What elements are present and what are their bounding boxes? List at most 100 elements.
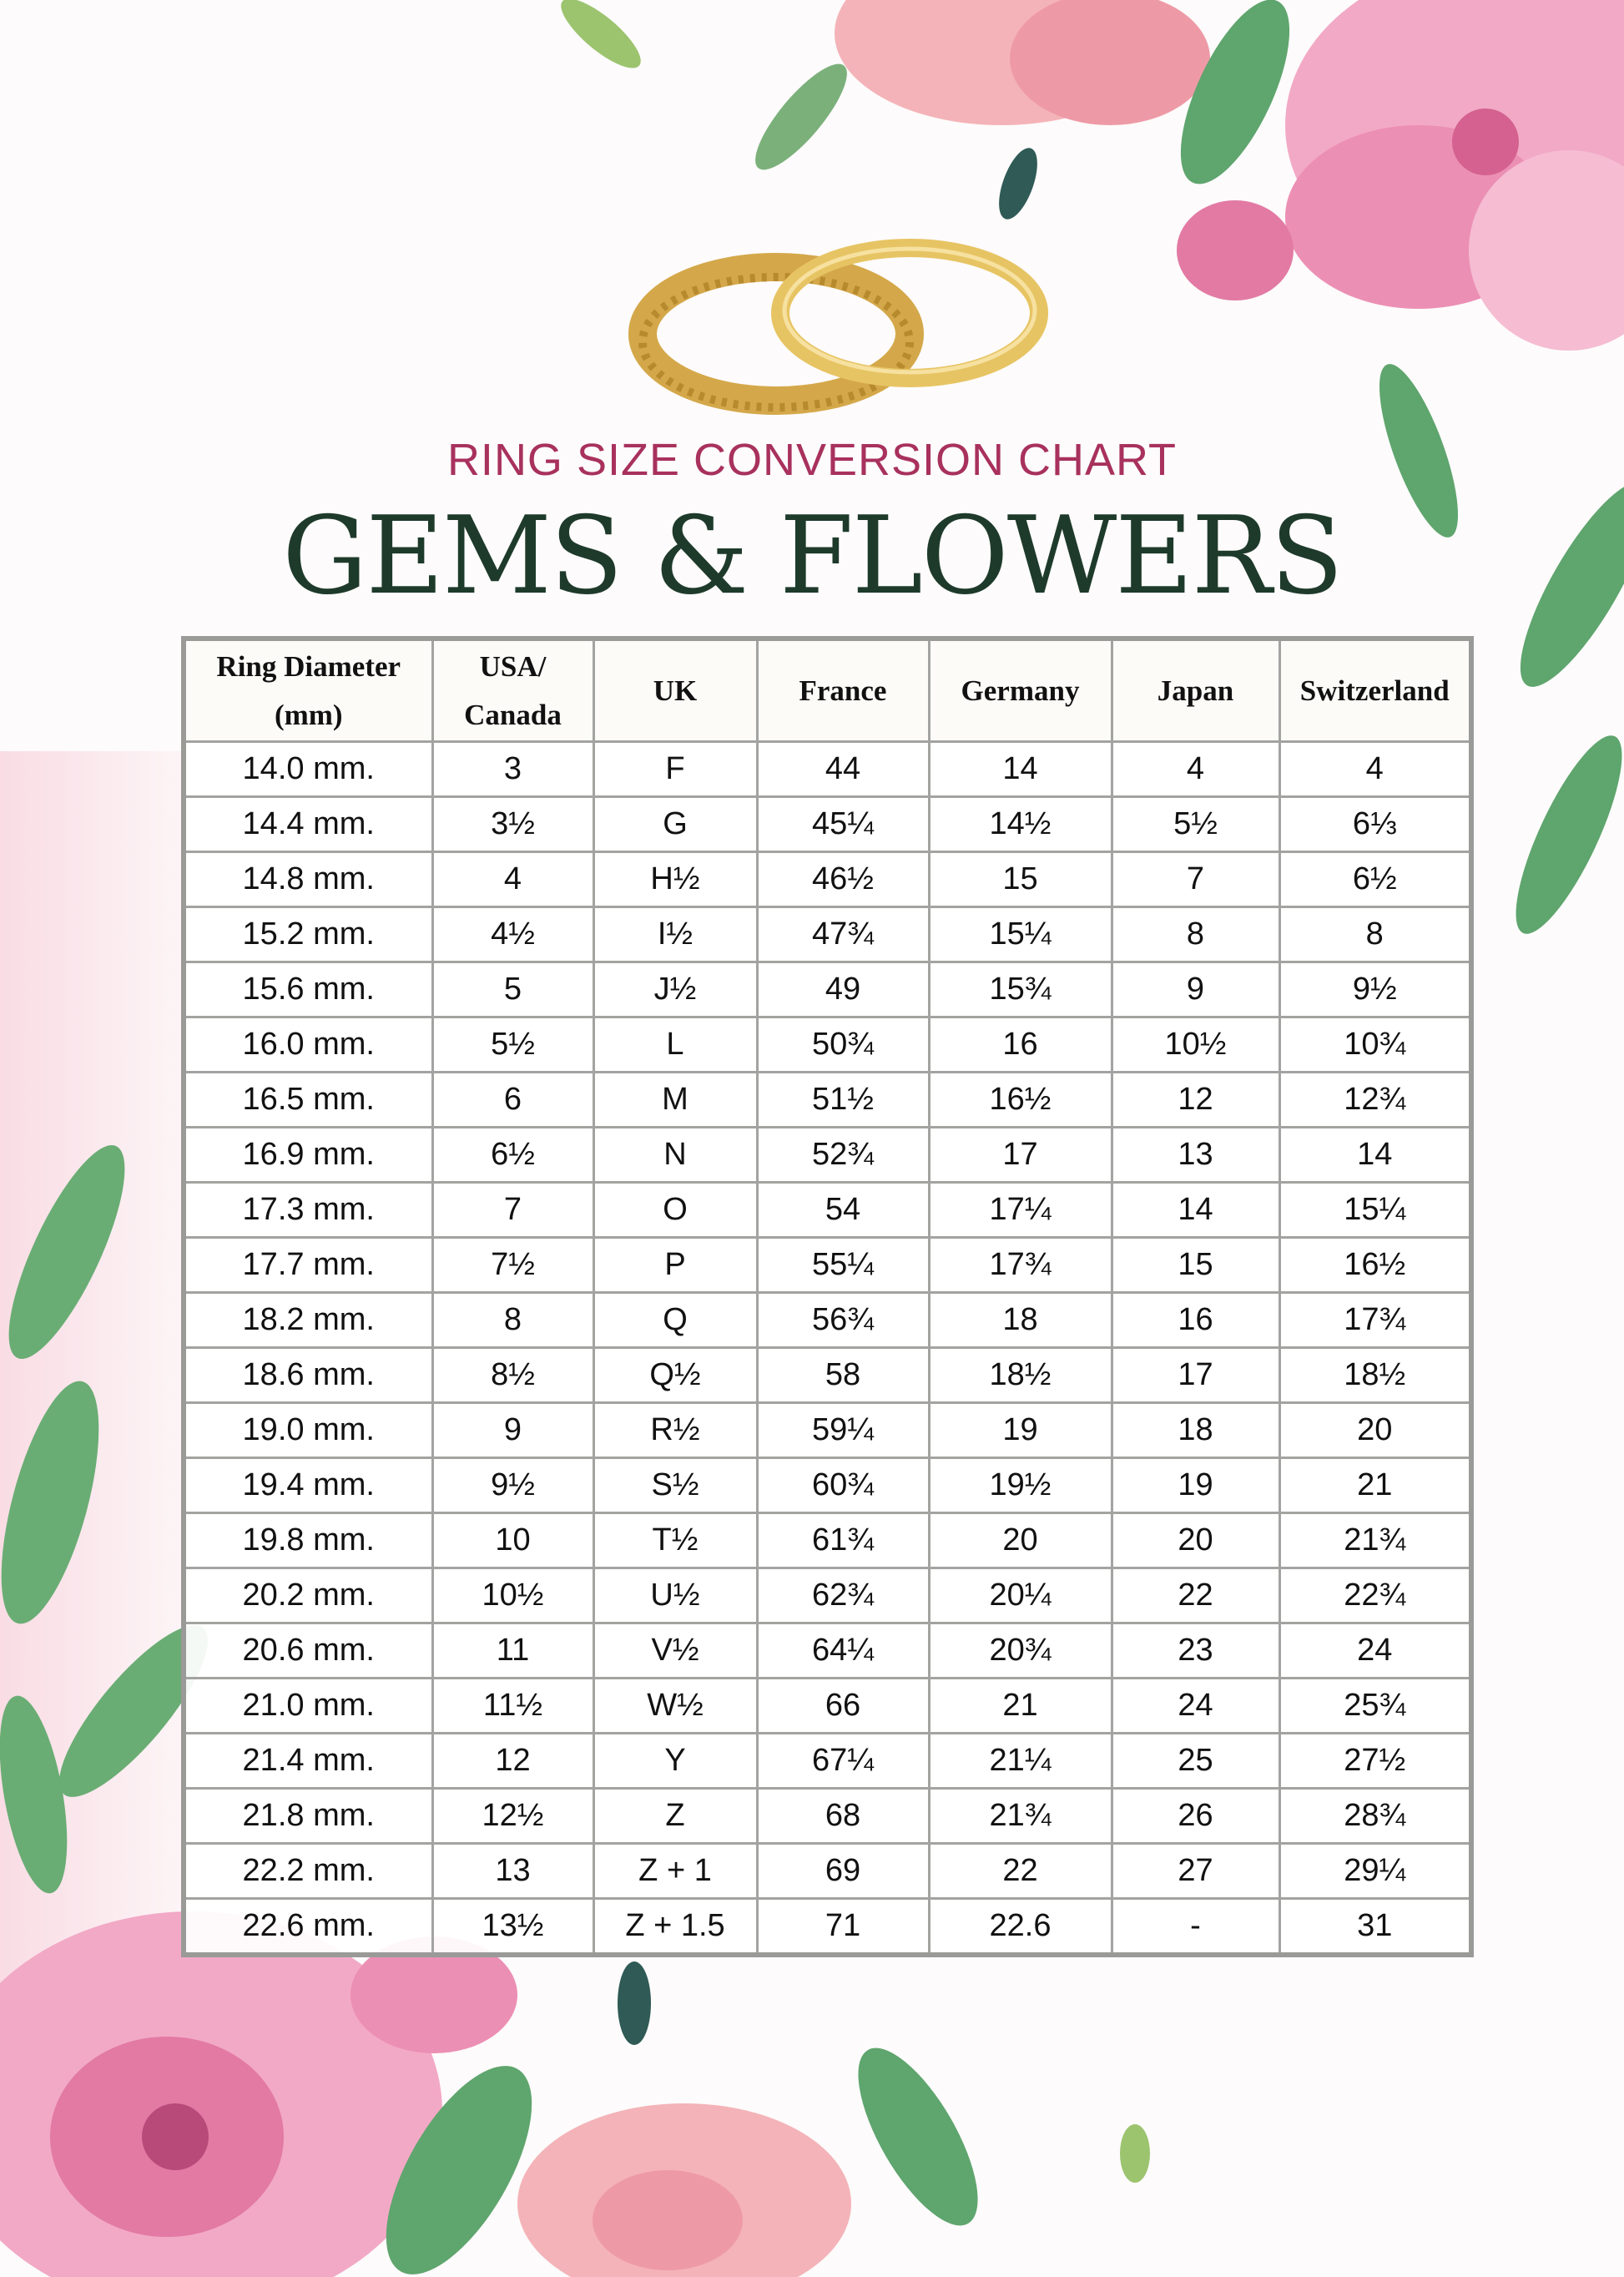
table-cell: W½ — [592, 1677, 759, 1734]
table-cell: 18 — [927, 1291, 1113, 1349]
table-cell: 21 — [1278, 1457, 1473, 1514]
table-cell: 4½ — [431, 906, 595, 963]
table-row: 20.2 mm. 10½ U½ 62¾ 20¼ 22 22¾ — [182, 1567, 1473, 1624]
table-cell: P — [592, 1236, 759, 1294]
table-cell: 46½ — [755, 851, 931, 908]
table-cell: 19 — [1110, 1457, 1281, 1514]
table-cell: 14 — [927, 740, 1113, 798]
table-cell: 12¾ — [1278, 1071, 1473, 1128]
table-row: 15.2 mm. 4½ I½ 47¾ 15¼ 8 8 — [182, 906, 1473, 963]
table-cell: 21.0 mm. — [182, 1677, 434, 1734]
table-cell: 21 — [927, 1677, 1113, 1734]
table-cell: 25¾ — [1278, 1677, 1473, 1734]
flower-top-right — [835, 0, 1624, 351]
table-cell: 22¾ — [1278, 1567, 1473, 1624]
table-cell: 59¼ — [755, 1401, 931, 1459]
table-cell: Z + 1.5 — [592, 1897, 759, 1956]
table-cell: 14½ — [927, 795, 1113, 853]
table-cell: 17.3 mm. — [182, 1181, 434, 1239]
table-cell: 5 — [431, 961, 595, 1018]
table-row: 22.2 mm. 13 Z + 1 69 22 27 29¼ — [182, 1842, 1473, 1900]
column-header: Germany — [927, 637, 1113, 743]
table-cell: 16½ — [1278, 1236, 1473, 1294]
table-cell: 18½ — [1278, 1346, 1473, 1404]
table-cell: 6⅓ — [1278, 795, 1473, 853]
table-cell: 16 — [1110, 1291, 1281, 1349]
table-cell: 21.4 mm. — [182, 1732, 434, 1790]
table-cell: U½ — [592, 1567, 759, 1624]
table-cell: 24 — [1278, 1622, 1473, 1679]
table-cell: 62¾ — [755, 1567, 931, 1624]
table-cell: 4 — [431, 851, 595, 908]
table-row: 18.6 mm. 8½ Q½ 58 18½ 17 18½ — [182, 1346, 1473, 1404]
table-cell: 12 — [431, 1732, 595, 1790]
table-cell: 17¼ — [927, 1181, 1113, 1239]
gold-rings-image — [628, 239, 1048, 415]
table-cell: 29¼ — [1278, 1842, 1473, 1900]
table-cell: 58 — [755, 1346, 931, 1404]
table-cell: - — [1110, 1897, 1281, 1956]
table-cell: 7½ — [431, 1236, 595, 1294]
table-row: 21.0 mm. 11½ W½ 66 21 24 25¾ — [182, 1677, 1473, 1734]
brand-title: GEMS & FLOWERS — [282, 494, 1344, 618]
table-cell: 18.6 mm. — [182, 1346, 434, 1404]
table-cell: 9½ — [431, 1457, 595, 1514]
table-cell: 16.0 mm. — [182, 1016, 434, 1073]
table-row: 16.0 mm. 5½ L 50¾ 16 10½ 10¾ — [182, 1016, 1473, 1073]
table-cell: 68 — [755, 1787, 931, 1845]
table-cell: 13 — [431, 1842, 595, 1900]
table-cell: 7 — [431, 1181, 595, 1239]
table-cell: 17¾ — [1278, 1291, 1473, 1349]
table-cell: 21¾ — [1278, 1512, 1473, 1569]
table-cell: Z + 1 — [592, 1842, 759, 1900]
table-cell: 8½ — [431, 1346, 595, 1404]
table-cell: 71 — [755, 1897, 931, 1956]
table-cell: 61¾ — [755, 1512, 931, 1569]
table-cell: V½ — [592, 1622, 759, 1679]
table-cell: 27½ — [1278, 1732, 1473, 1790]
table-row: 20.6 mm. 11 V½ 64¼ 20¾ 23 24 — [182, 1622, 1473, 1679]
table-cell: O — [592, 1181, 759, 1239]
table-cell: 21¾ — [927, 1787, 1113, 1845]
table-cell: 14.8 mm. — [182, 851, 434, 908]
table-cell: S½ — [592, 1457, 759, 1514]
table-cell: 17 — [1110, 1346, 1281, 1404]
table-cell: 18½ — [927, 1346, 1113, 1404]
table-cell: 14 — [1110, 1181, 1281, 1239]
table-cell: 10¾ — [1278, 1016, 1473, 1073]
table-row: 14.0 mm. 3 F 44 14 4 4 — [182, 740, 1473, 798]
table-cell: 28¾ — [1278, 1787, 1473, 1845]
table-cell: F — [592, 740, 759, 798]
table-cell: 19 — [927, 1401, 1113, 1459]
table-cell: 12 — [1110, 1071, 1281, 1128]
table-row: 14.8 mm. 4 H½ 46½ 15 7 6½ — [182, 851, 1473, 908]
table-cell: 15.6 mm. — [182, 961, 434, 1018]
table-cell: 54 — [755, 1181, 931, 1239]
table-cell: 44 — [755, 740, 931, 798]
table-cell: 19½ — [927, 1457, 1113, 1514]
table-cell: 17¾ — [927, 1236, 1113, 1294]
table-cell: 20¼ — [927, 1567, 1113, 1624]
table-cell: 17 — [927, 1126, 1113, 1184]
table-row: 15.6 mm. 5 J½ 49 15¾ 9 9½ — [182, 961, 1473, 1018]
table-cell: Y — [592, 1732, 759, 1790]
table-cell: 20.6 mm. — [182, 1622, 434, 1679]
table-cell: 22.6 mm. — [182, 1897, 434, 1956]
leaves-left — [0, 1144, 209, 1894]
table-row: 17.3 mm. 7 O 54 17¼ 14 15¼ — [182, 1181, 1473, 1239]
table-cell: 50¾ — [755, 1016, 931, 1073]
table-cell: 55¼ — [755, 1236, 931, 1294]
table-cell: 20.2 mm. — [182, 1567, 434, 1624]
flowers-bottom — [0, 1911, 1150, 2277]
table-cell: 19.4 mm. — [182, 1457, 434, 1514]
table-cell: 56¾ — [755, 1291, 931, 1349]
table-cell: N — [592, 1126, 759, 1184]
leaves-top — [561, 0, 1624, 934]
table-cell: 22.2 mm. — [182, 1842, 434, 1900]
table-cell: 47¾ — [755, 906, 931, 963]
table-header-row: Ring Diameter (mm) USA/Canada UK France Germa… — [182, 637, 1473, 743]
table-body: 14.0 mm. 3 F 44 14 4 4 14.4 mm. 3½ G 45¼ 14½ 5½ 6⅓ 14.… — [182, 740, 1473, 1956]
table-cell: 15¼ — [1278, 1181, 1473, 1239]
table-cell: R½ — [592, 1401, 759, 1459]
table-cell: 22 — [927, 1842, 1113, 1900]
